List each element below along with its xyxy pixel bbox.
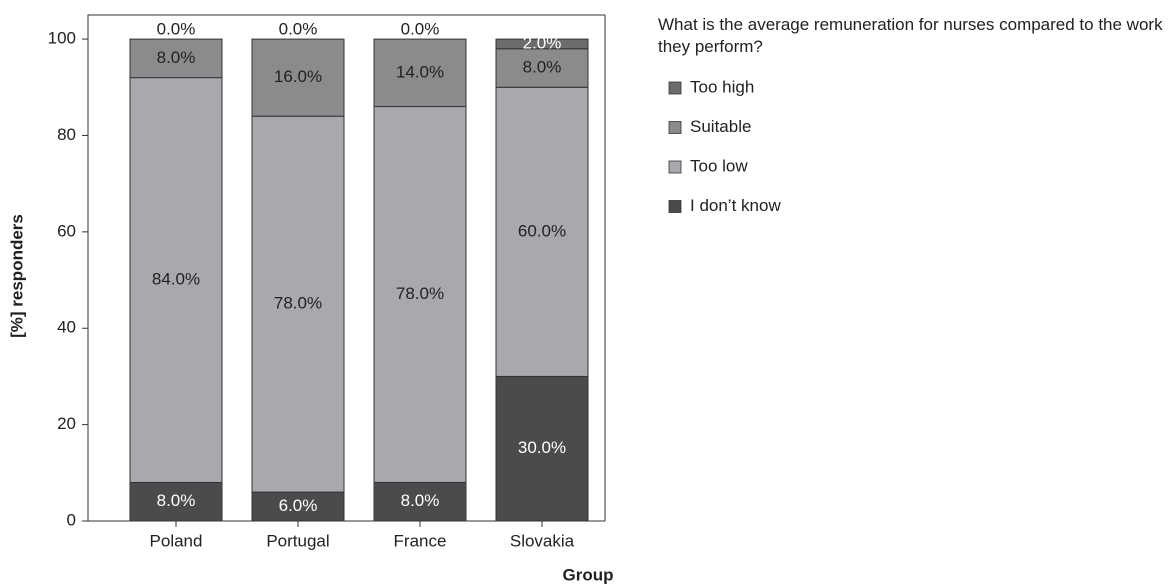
plot-frame [87,14,606,522]
data-label: 30.0% [518,438,566,457]
data-label: 0.0% [279,20,318,39]
y-tick-label: 20 [57,414,76,433]
data-label: 0.0% [157,20,196,39]
data-label: 2.0% [523,33,562,52]
bar-segment [129,481,223,522]
bar-segment [495,38,589,50]
x-axis-label: Group [563,565,614,584]
legend-title: What is the average remuneration for nur… [658,15,1163,56]
data-label: 8.0% [157,48,196,67]
data-label: 78.0% [396,284,444,303]
data-label: 8.0% [157,491,196,510]
data-label: 8.0% [401,491,440,510]
bar-segment [373,38,467,108]
data-label: 84.0% [152,270,200,289]
data-label: 60.0% [518,221,566,240]
x-tick-label: Portugal [266,531,329,550]
bar-segment [495,375,589,522]
y-tick-label: 100 [48,29,76,48]
y-tick-label: 40 [57,318,76,337]
y-axis-label: [%] responders [7,214,26,338]
x-tick-label: France [394,531,447,550]
bar-segment [495,48,589,88]
x-tick-label: Poland [150,531,203,550]
y-tick-label: 80 [57,125,76,144]
data-label: 16.0% [274,67,322,86]
bar-segment [251,38,345,117]
data-label: 8.0% [523,57,562,76]
bar-segment [129,77,223,483]
legend-label: Too low [690,156,748,175]
legend-swatch [668,121,682,134]
bar-segment [495,86,589,377]
bar-segment [373,106,467,483]
legend-label: Too high [690,77,754,96]
bar-segment [129,38,223,79]
legend-swatch [668,160,682,174]
data-label: 6.0% [279,496,318,515]
legend-label: I don’t know [690,196,781,215]
y-tick-label: 60 [57,221,76,240]
legend-label: Suitable [690,117,751,136]
data-label: 78.0% [274,294,322,313]
bar-segment [373,481,467,522]
legend-swatch [668,200,682,213]
data-label: 14.0% [396,62,444,81]
data-label: 0.0% [401,20,440,39]
legend-swatch [668,81,682,95]
y-tick-label: 0 [67,510,76,529]
x-tick-label: Slovakia [510,531,575,550]
